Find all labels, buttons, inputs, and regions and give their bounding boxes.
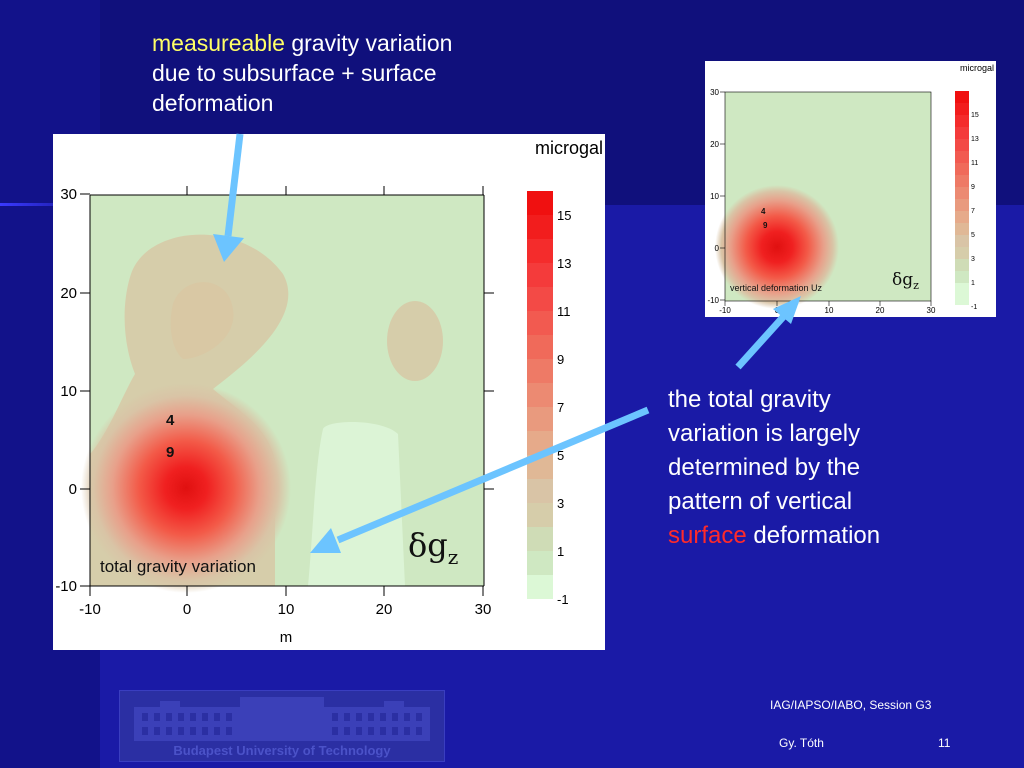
small-colorbar-tick: 1: [971, 280, 975, 287]
main-symbol-text: δg: [408, 526, 448, 564]
caption-highlight: measureable: [152, 30, 285, 56]
small-x-tick: 10: [825, 306, 834, 315]
caption-right-line2: variation is largely: [668, 420, 861, 447]
small-symbol-text: δg: [892, 270, 913, 290]
caption-right-line4b: vertical: [776, 488, 853, 515]
small-y-tick: -10: [707, 296, 719, 305]
colorbar-tick: 5: [557, 448, 564, 463]
footer-session: IAG/IAPSO/IABO, Session G3: [770, 698, 932, 712]
small-colorbar-ticks: 15 13 11 9 7 5 3 1 -1: [971, 112, 979, 311]
small-contour-plot: microgal 4 9 vertical deformation Uz δgz…: [705, 61, 996, 317]
small-y-tick: 20: [710, 140, 719, 149]
arrow-to-small-plot: [735, 313, 787, 370]
caption-right-line5-rest: deformation: [746, 522, 881, 549]
colorbar-tick: 9: [557, 352, 564, 367]
small-colorbar-tick: 5: [971, 232, 975, 239]
caption-right-line1: the total gravity: [668, 386, 831, 413]
main-x-tick: 0: [183, 601, 191, 618]
footer-author: Gy. Tóth: [779, 736, 824, 750]
caption-line2: due to subsurface + surface: [152, 60, 437, 86]
contour-region-4: [170, 282, 234, 359]
colorbar-tick: 3: [557, 496, 564, 511]
main-symbol-sub: z: [448, 545, 459, 569]
small-y-tick: 0: [715, 244, 720, 253]
small-colorbar: [955, 91, 969, 305]
colorbar-tick: 13: [557, 256, 571, 271]
small-plot-label: vertical deformation Uz: [730, 283, 823, 293]
main-plot-label: total gravity variation: [100, 557, 256, 576]
main-x-ticks: -10 0 10 20 30 m: [79, 601, 491, 646]
university-logo: Budapest University of Technology: [119, 690, 445, 762]
main-plot-svg: microgal 4 9 total gravity variation δgz…: [55, 138, 603, 646]
building-icon: [134, 697, 430, 741]
main-x-tick: 30: [475, 601, 492, 618]
main-unit-label: microgal: [535, 138, 603, 158]
small-contour-label-9: 9: [763, 221, 768, 230]
colorbar-tick: 15: [557, 208, 571, 223]
caption-line1-rest: gravity variation: [284, 30, 453, 56]
small-symbol: δgz: [892, 270, 919, 292]
small-anomaly: [715, 185, 839, 309]
main-x-axis-label: m: [280, 629, 293, 646]
small-symbol-sub: z: [913, 279, 919, 292]
small-colorbar-tick: 3: [971, 256, 975, 263]
main-anomaly: [81, 383, 291, 593]
main-y-tick: 20: [60, 285, 77, 302]
contour-label-4: 4: [166, 412, 175, 429]
small-y-tick: 30: [710, 88, 719, 97]
small-colorbar-tick: 9: [971, 184, 975, 191]
caption-total-gravity: the total gravity variation is largely d…: [668, 383, 968, 553]
colorbar-tick: 1: [557, 544, 564, 559]
main-y-ticks: 30 20 10 0 -10: [55, 186, 77, 595]
colorbar-tick: 11: [557, 304, 571, 319]
small-x-tick: 20: [876, 306, 885, 315]
colorbar-tick: -1: [557, 592, 569, 607]
small-x-tick: -10: [719, 306, 731, 315]
decorative-line: [0, 203, 100, 206]
caption-measureable: measureable gravity variation due to sub…: [152, 28, 512, 118]
small-x-tick: 30: [927, 306, 936, 315]
small-colorbar-tick: 7: [971, 208, 975, 215]
colorbar-tick: 7: [557, 400, 564, 415]
small-unit-label: microgal: [960, 63, 994, 73]
main-y-tick: 0: [69, 481, 77, 498]
main-colorbar: [527, 191, 553, 599]
main-x-tick: -10: [79, 601, 101, 618]
caption-right-line3: determined by the: [668, 454, 861, 481]
caption-right-surface: surface: [668, 522, 747, 549]
main-x-tick: 10: [278, 601, 295, 618]
contour-region-low: [308, 422, 405, 586]
contour-label-9: 9: [166, 444, 174, 461]
small-plot-svg: microgal 4 9 vertical deformation Uz δgz…: [707, 63, 994, 315]
small-colorbar-tick: 11: [971, 160, 978, 167]
small-x-tick: 0: [775, 306, 780, 315]
main-y-tick: 10: [60, 383, 77, 400]
small-contour-label-4: 4: [761, 207, 766, 216]
logo-text: Budapest University of Technology: [173, 743, 391, 758]
main-x-tick: 20: [376, 601, 393, 618]
main-contour-plot: microgal 4 9 total gravity variation δgz…: [53, 134, 605, 650]
contour-region-3b: [387, 301, 443, 381]
small-y-ticks: 30 20 10 0 -10: [707, 88, 719, 305]
caption-line3: deformation: [152, 90, 274, 116]
small-axes: [720, 91, 932, 306]
small-colorbar-tick: 13: [971, 136, 979, 143]
small-x-ticks: -10 0 10 20 30: [719, 306, 936, 315]
footer-page-number: 11: [938, 736, 951, 750]
main-y-tick: -10: [55, 578, 77, 595]
main-y-tick: 30: [60, 186, 77, 203]
main-colorbar-ticks: 15 13 11 9 7 5 3 1 -1: [557, 208, 571, 607]
small-colorbar-tick: 15: [971, 112, 979, 119]
small-colorbar-tick: -1: [971, 304, 977, 311]
caption-right-line4a: pattern of: [668, 488, 777, 515]
small-y-tick: 10: [710, 192, 719, 201]
